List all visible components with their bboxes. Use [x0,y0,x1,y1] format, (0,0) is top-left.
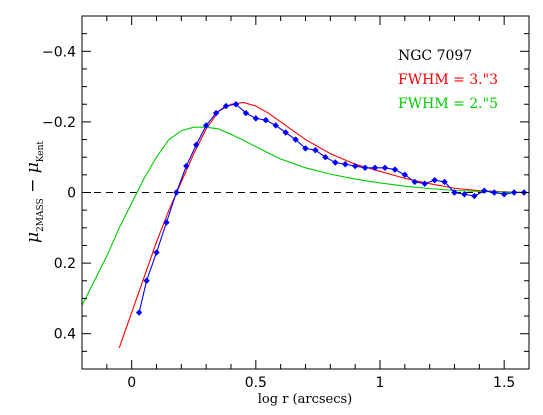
x-axis-title: log r (arcsecs) [258,392,353,407]
data-point [411,178,418,186]
data-point [500,191,508,198]
data-point [471,192,478,200]
y-tick-label: 0 [67,186,76,202]
legend-entry-fwhm-3-3: FWHM = 3."3 [398,72,498,88]
data-point [401,171,409,179]
y-tick-label: 0.2 [54,256,76,272]
data-point [163,219,170,226]
data-point [252,115,260,122]
data-point [431,176,438,184]
x-tick-label: 0.5 [245,375,267,391]
legend: NGC 7097 FWHM = 3."3 FWHM = 2."5 [398,48,498,112]
legend-entry-fwhm-2-5: FWHM = 2."5 [398,96,498,112]
data-point [342,161,349,168]
data-point [371,164,379,171]
y-tick-label: −0.4 [42,44,76,60]
legend-title: NGC 7097 [398,48,472,64]
data-point [173,189,180,196]
svg-text:μ2MASS − μKent: μ2MASS − μKent [23,141,46,243]
data-point [143,277,150,284]
y-tick-label: 0.4 [54,327,76,343]
y-axis-title: μ2MASS − μKent [23,141,46,243]
data-point [351,162,359,170]
y-axis-title-mu1: μ [23,232,43,243]
data-point [491,189,498,196]
data-point [312,146,319,154]
data-point [212,109,220,117]
y-axis-title-sub1: 2MASS [36,198,46,232]
data-point [232,101,240,108]
data-point [292,136,299,143]
y-axis-title-mu2: μ [23,162,43,173]
data-point [282,129,289,136]
data-point [332,159,339,166]
data-point [302,145,309,152]
data-point [183,162,190,170]
data-point [451,189,458,196]
plot-area-background [82,16,529,369]
x-tick-label: 0 [127,375,136,391]
data-point [242,109,250,117]
y-axis-title-minus: − [23,173,43,198]
data-point [272,122,279,129]
data-point [381,164,389,171]
series-line-2 [138,103,525,313]
data-point [361,164,369,171]
plot-frame [81,15,530,370]
data-point [461,191,468,198]
data-point [441,178,448,186]
data-point [222,102,230,110]
data-point [202,122,210,129]
data-point [322,154,329,161]
data-point [510,189,518,196]
data-point [135,309,143,316]
data-point [421,180,428,187]
data-point [153,249,160,256]
y-axis-title-sub2: Kent [36,141,46,163]
data-point [262,116,269,124]
x-tick-label: 1.5 [493,375,515,391]
x-tick-label: 1 [376,375,385,391]
y-tick-label: −0.2 [42,115,76,131]
data-point [193,141,200,149]
data-point [391,166,399,173]
series-line-1 [81,126,530,306]
data-point [481,187,488,194]
